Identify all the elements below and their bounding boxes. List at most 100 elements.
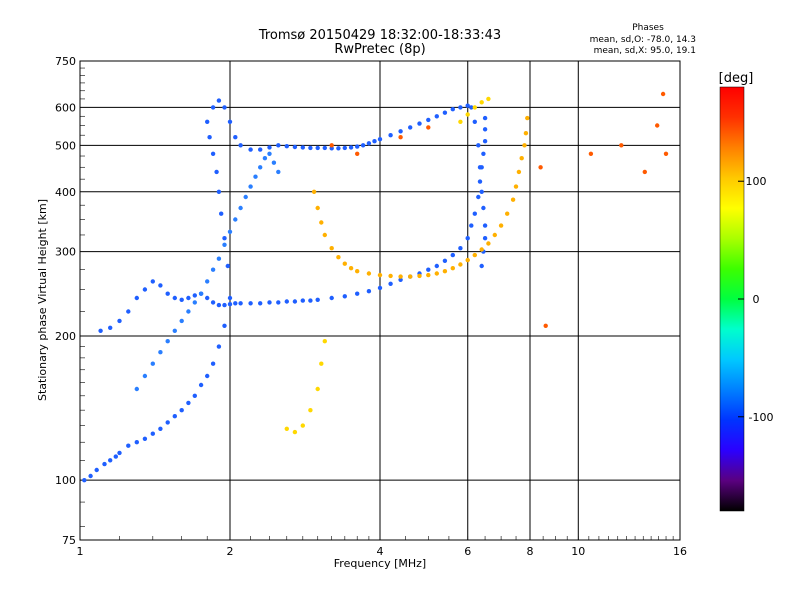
data-point [477, 179, 483, 184]
x-tick-label: 2 [227, 545, 234, 558]
data-point [315, 386, 320, 392]
data-point [292, 144, 298, 150]
data-point [322, 145, 327, 151]
data-point [505, 211, 510, 216]
data-point [165, 339, 170, 344]
data-point [179, 297, 184, 302]
data-point [165, 420, 170, 425]
data-point [276, 143, 281, 148]
data-point [538, 165, 543, 170]
y-tick-labels: 75 100 200 300 400 500 600 750 [55, 55, 76, 547]
data-point [322, 232, 327, 238]
y-tick-label: 500 [55, 139, 76, 152]
data-point [434, 263, 439, 269]
data-point [315, 297, 320, 302]
data-point [655, 123, 660, 128]
data-point [210, 361, 216, 366]
data-point [342, 261, 347, 266]
data-point [465, 257, 470, 263]
data-point [426, 125, 431, 130]
data-point [322, 339, 327, 344]
data-point [472, 252, 477, 258]
data-point [165, 291, 170, 296]
y-axis-label: Stationary phase Virtual Height [km] [36, 199, 49, 401]
data-point [186, 400, 191, 406]
data-points [82, 91, 669, 483]
data-point [348, 266, 354, 271]
data-point [486, 241, 491, 246]
data-point [158, 350, 163, 355]
data-point [258, 301, 263, 306]
data-point [315, 205, 320, 211]
data-point [472, 105, 477, 110]
data-point [442, 110, 448, 115]
data-point [311, 189, 317, 194]
data-point [216, 302, 222, 308]
data-point [336, 146, 341, 151]
data-point [88, 473, 93, 479]
data-point [619, 143, 624, 148]
data-point [398, 129, 403, 134]
x-axis-label: Frequency [MHz] [334, 557, 426, 570]
data-point [179, 318, 184, 324]
colorbar-ticks: 100 0 -100 [738, 175, 773, 424]
data-point [408, 274, 413, 279]
data-point [479, 247, 484, 252]
data-point [476, 143, 481, 148]
x-tick-label: 10 [571, 545, 585, 558]
data-point [308, 298, 313, 303]
data-point [355, 151, 360, 156]
data-point [253, 174, 258, 179]
data-point [238, 143, 243, 148]
data-point [388, 273, 393, 279]
data-point [442, 258, 448, 263]
data-point [198, 382, 204, 388]
data-point [388, 133, 393, 138]
data-point [292, 429, 298, 435]
data-point [284, 299, 289, 304]
data-point [342, 294, 347, 299]
data-point [158, 426, 163, 431]
data-point [205, 295, 210, 301]
data-point [216, 98, 222, 103]
data-point [192, 293, 197, 298]
data-point [179, 408, 184, 413]
data-point [360, 143, 366, 148]
data-point [319, 220, 324, 225]
y-tick-label: 200 [55, 330, 76, 343]
x-tick-label: 6 [464, 545, 471, 558]
data-point [276, 300, 281, 305]
data-point [458, 246, 463, 251]
data-point [513, 184, 519, 189]
data-point [458, 105, 463, 110]
data-point [207, 135, 212, 140]
data-point [315, 145, 320, 151]
data-point [94, 467, 99, 473]
data-point [482, 223, 488, 228]
data-point [465, 103, 470, 108]
x-tick-label: 16 [673, 545, 687, 558]
data-point [158, 283, 163, 288]
data-point [434, 114, 439, 119]
data-point [205, 119, 210, 125]
data-point [113, 454, 119, 459]
data-point [186, 295, 191, 301]
data-point [408, 125, 413, 130]
data-point [442, 269, 448, 274]
data-point [117, 450, 122, 456]
data-point [216, 256, 222, 261]
data-point [108, 458, 113, 463]
data-point [523, 131, 529, 136]
data-point [308, 145, 313, 151]
data-point [366, 271, 372, 276]
grid-lines [79, 61, 681, 540]
data-point [300, 423, 305, 428]
data-point [660, 91, 666, 97]
data-point [479, 263, 484, 269]
data-point [150, 361, 155, 366]
data-point [222, 236, 227, 241]
data-point [355, 269, 360, 274]
data-point [142, 373, 148, 379]
data-point [238, 301, 243, 306]
data-point [210, 151, 216, 156]
